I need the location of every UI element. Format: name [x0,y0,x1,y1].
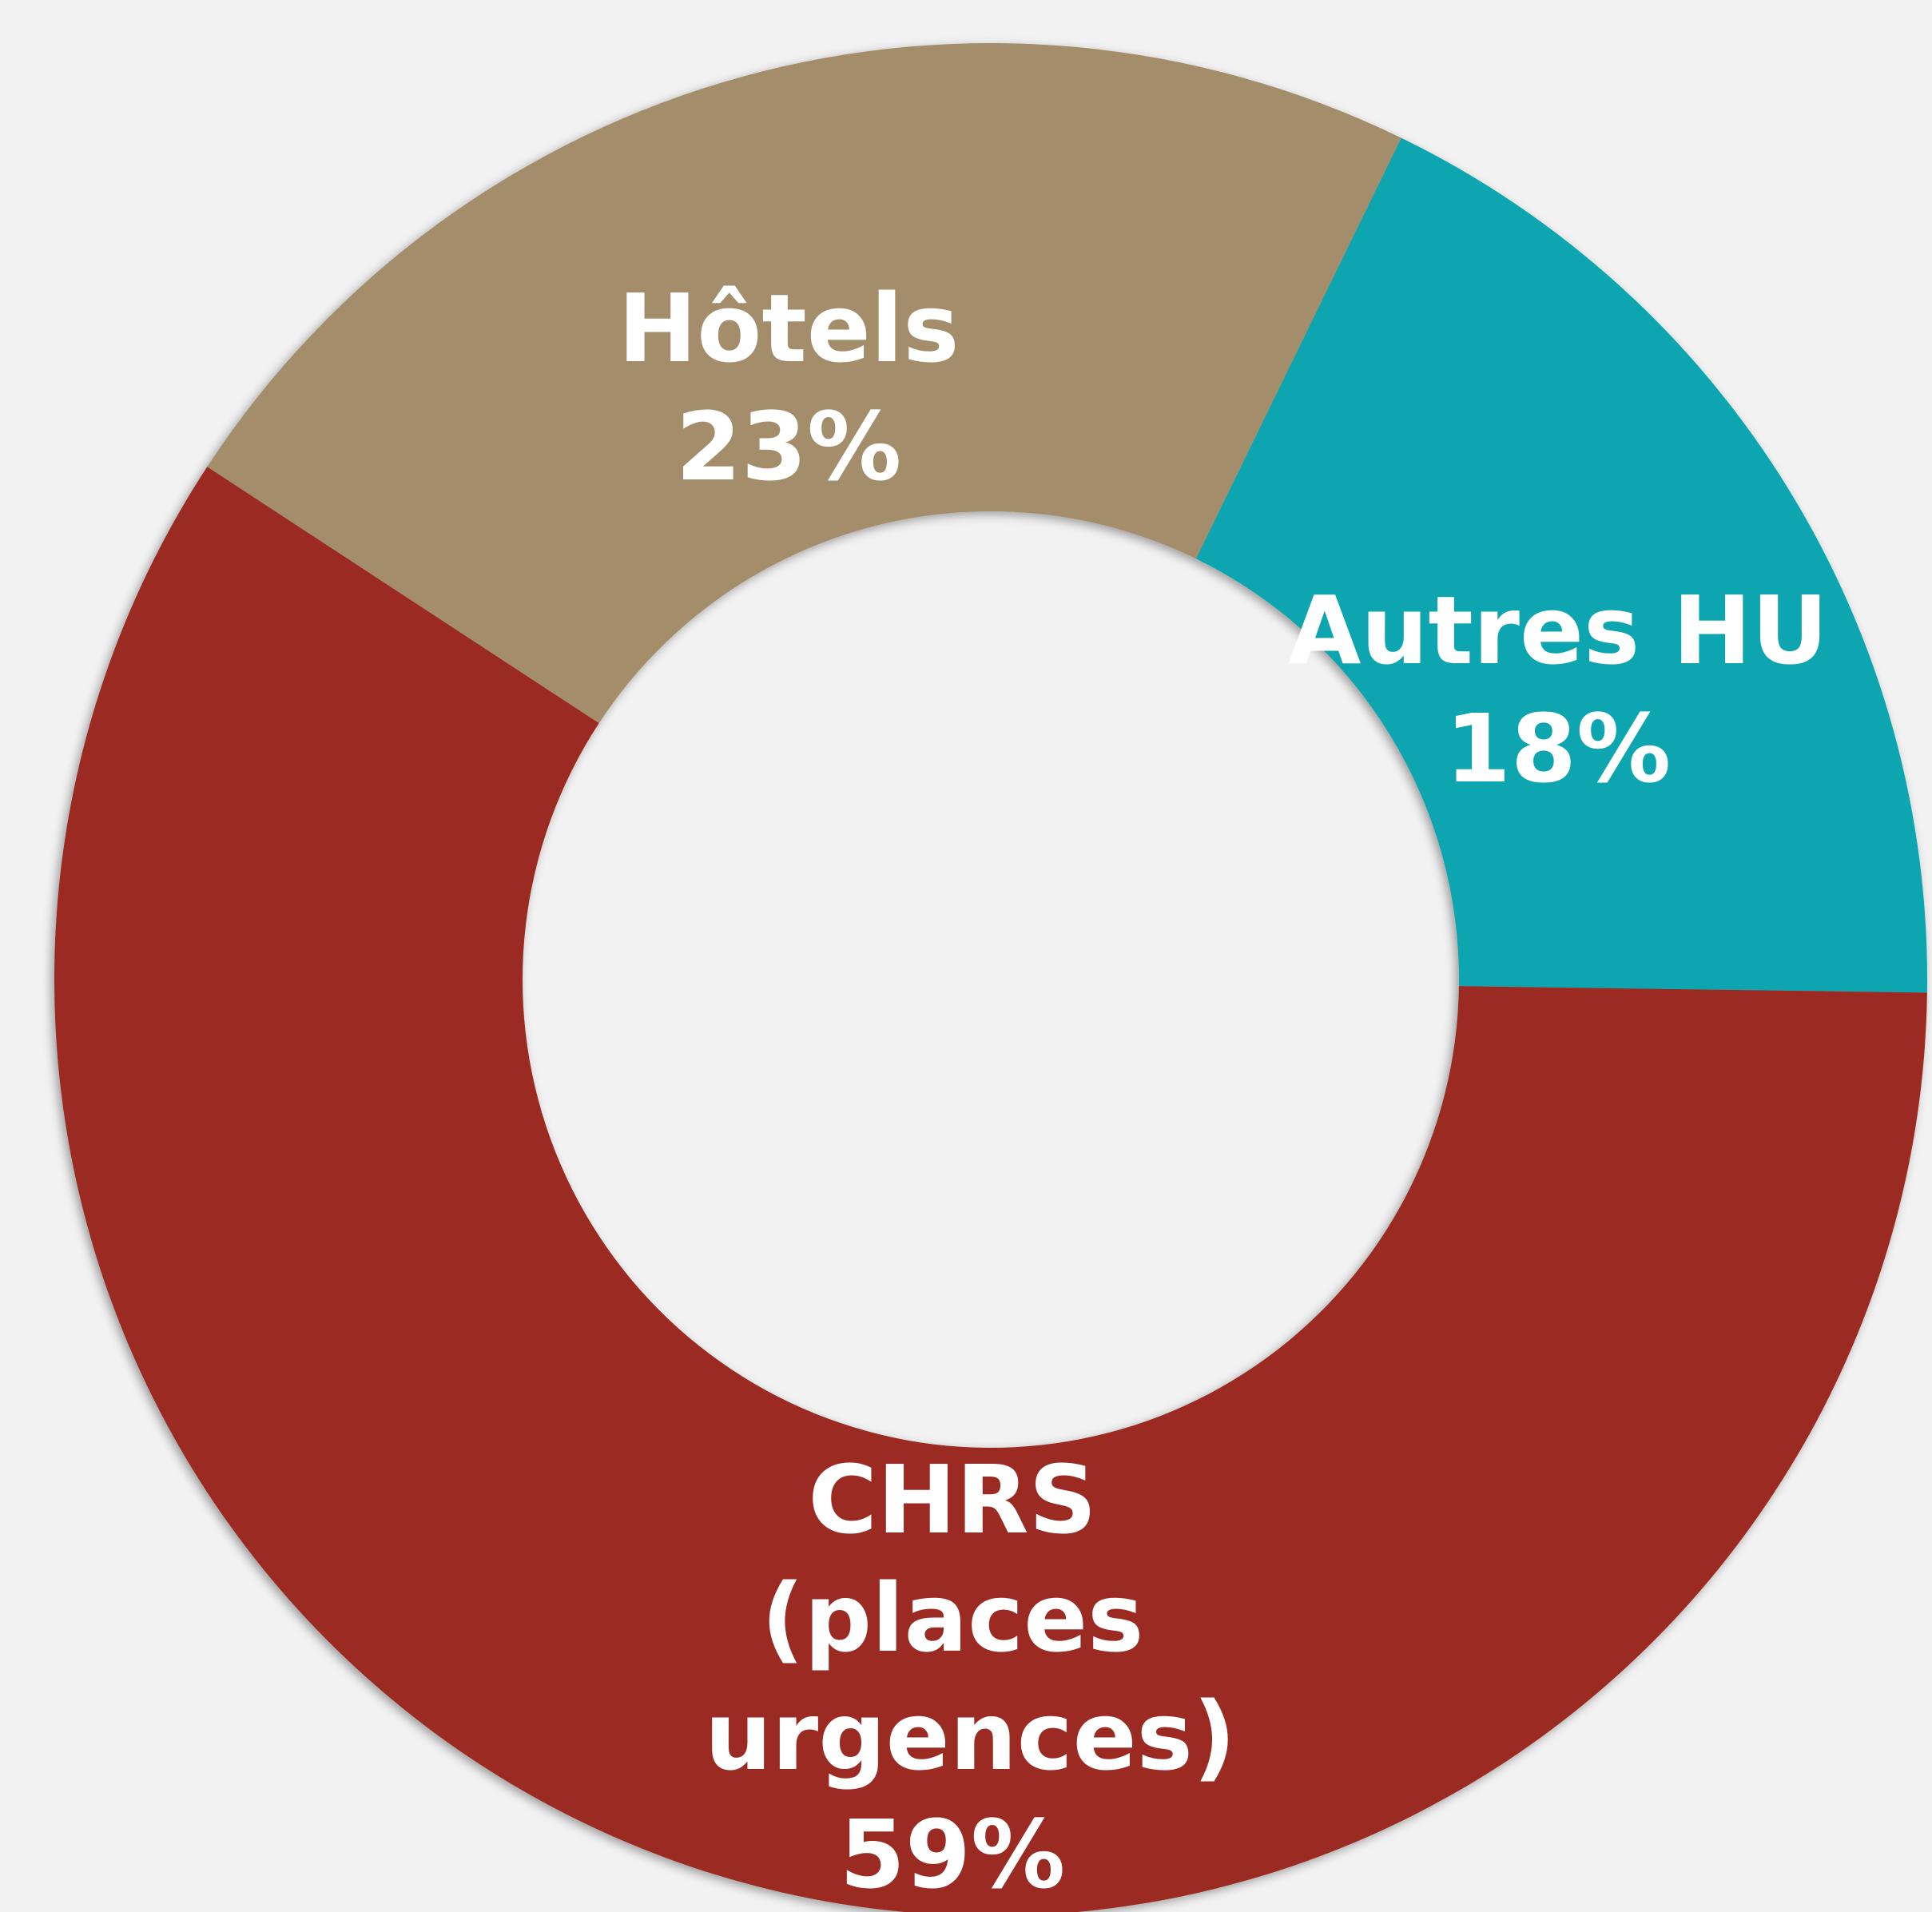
slice-label: Autres HU 18% [1254,571,1862,808]
value-label: 59% [839,1799,1066,1910]
category-label: CHRS (places urgences) [705,1445,1236,1791]
value-label: 18% [1445,694,1672,804]
slice-label: CHRS (places urgences) 59% [649,1441,1256,1912]
category-label: Autres HU [1288,575,1828,686]
slice-label: Hôtels 23% [485,269,1092,506]
donut-slice [1195,137,1927,993]
donut-slice [54,467,1927,1912]
value-label: 23% [675,392,902,502]
donut-slice [207,43,1401,724]
category-label: Hôtels [618,273,960,384]
